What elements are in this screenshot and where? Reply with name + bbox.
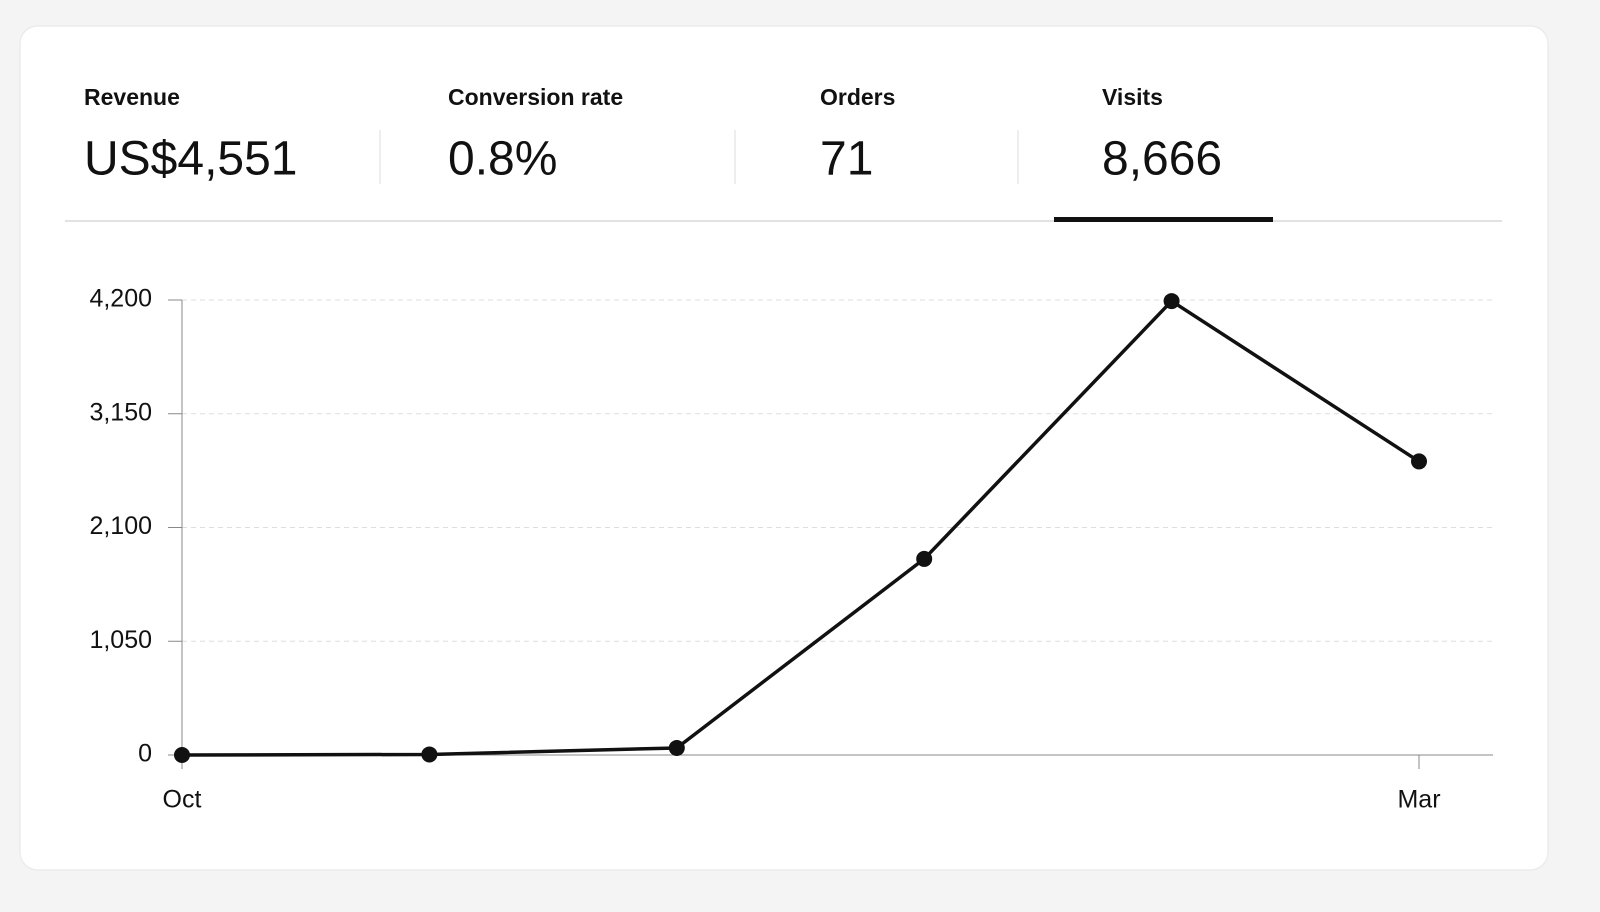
metric-tab[interactable]: Orders 71 bbox=[820, 84, 895, 186]
metric-value: US$4,551 bbox=[84, 133, 298, 186]
line bbox=[181, 299, 1420, 757]
point bbox=[1163, 293, 1180, 310]
card bbox=[19, 25, 1549, 871]
y-tick-label: 0 bbox=[138, 740, 152, 768]
point bbox=[668, 739, 685, 756]
metric-value: 0.8% bbox=[448, 133, 557, 186]
metric-label: Conversion rate bbox=[448, 84, 623, 110]
y-tick-label: 3,150 bbox=[89, 398, 152, 426]
metric-label: Visits bbox=[1102, 84, 1163, 110]
x-tick-label: Oct bbox=[163, 786, 202, 814]
metric-tab[interactable]: Conversion rate 0.8% bbox=[448, 84, 623, 186]
point bbox=[174, 747, 190, 763]
point bbox=[421, 746, 438, 763]
y-tick-label: 4,200 bbox=[89, 285, 152, 313]
y-tick-label: 1,050 bbox=[89, 626, 152, 654]
metric-tab[interactable]: Visits 8,666 bbox=[1102, 84, 1222, 186]
chart: 0 1,050 2,100 3,150 4,200 Oct Mar bbox=[89, 285, 1493, 814]
metric-value: 8,666 bbox=[1102, 133, 1222, 186]
y-tick-label: 2,100 bbox=[89, 512, 152, 540]
metric-tab[interactable]: Revenue US$4,551 bbox=[84, 84, 298, 186]
point bbox=[1411, 453, 1427, 470]
metric-label: Revenue bbox=[84, 84, 180, 110]
metric-label: Orders bbox=[820, 84, 895, 110]
metric-value: 71 bbox=[820, 133, 873, 186]
point bbox=[916, 550, 933, 567]
selected-indicator bbox=[1054, 217, 1273, 222]
x-tick-label: Mar bbox=[1397, 786, 1440, 814]
